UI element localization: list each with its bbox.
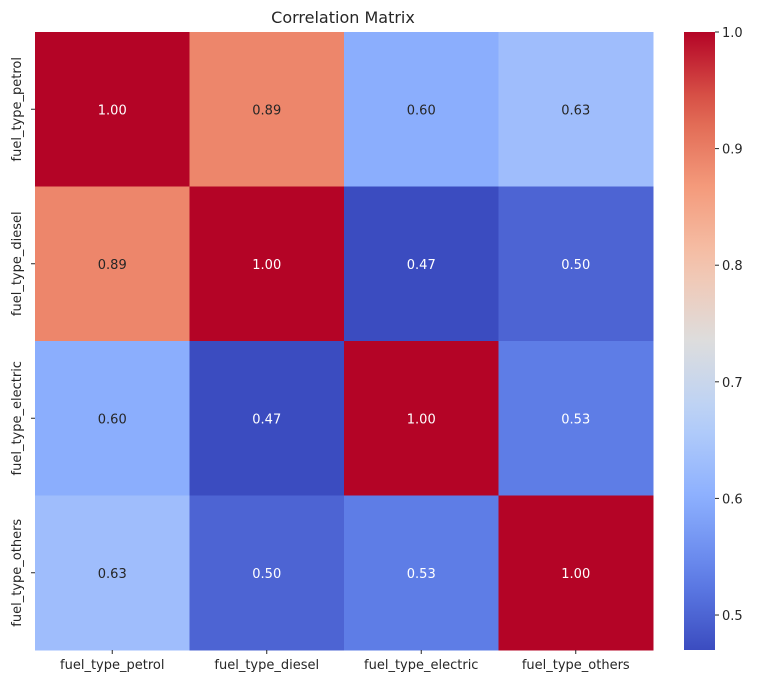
heatmap-cell [344,495,499,651]
heatmap-cell [35,495,190,651]
chart-title: Correlation Matrix [271,8,415,27]
heatmap-cells [35,32,654,651]
heatmap-cell [35,32,190,187]
cell-value-label: 1.00 [252,258,281,273]
heatmap-cell [344,186,499,342]
heatmap-cell [189,32,345,187]
cell-value-label: 0.50 [252,567,281,582]
y-tick-label: fuel_type_diesel [10,211,25,316]
cell-value-label: 0.60 [98,412,127,427]
heatmap-cell [35,186,190,342]
cell-value-label: 0.63 [98,567,127,582]
x-tick-label: fuel_type_petrol [60,658,164,673]
y-tick-label: fuel_type_petrol [10,57,25,161]
heatmap-cell [189,341,345,496]
colorbar-tick-label: 0.7 [722,376,743,391]
colorbar-tick-label: 0.6 [722,492,743,507]
colorbar-gradient [684,32,715,650]
heatmap-cell [498,495,654,651]
x-tick-label: fuel_type_diesel [214,658,319,673]
colorbar-tick-label: 0.5 [722,609,743,624]
colorbar-ticks: 0.5 0.6 0.7 0.8 0.9 1.0 [715,26,743,624]
colorbar-tick-label: 0.9 [722,143,743,158]
heatmap-cell [344,32,499,187]
cell-value-label: 1.00 [561,567,590,582]
y-tick-label: fuel_type_others [10,519,25,627]
cell-value-label: 1.00 [407,412,436,427]
x-tick-label: fuel_type_others [522,658,630,673]
heatmap-cell [35,341,190,496]
cell-value-label: 0.50 [561,258,590,273]
heatmap-cell [189,495,345,651]
y-axis: fuel_type_petrol fuel_type_diesel fuel_typ… [10,57,35,627]
cell-value-label: 0.47 [407,258,436,273]
x-axis: fuel_type_petrol fuel_type_diesel fuel_typ… [60,650,630,673]
heatmap-cell [344,341,499,496]
x-tick-label: fuel_type_electric [364,658,478,673]
heatmap-cell [498,341,654,496]
cell-value-label: 0.89 [252,103,281,118]
cell-value-label: 0.53 [561,412,590,427]
heatmap-cell [189,186,345,342]
y-tick-label: fuel_type_electric [10,361,25,475]
colorbar-tick-label: 0.8 [722,259,743,274]
cell-value-label: 1.00 [98,103,127,118]
cell-value-label: 0.60 [407,103,436,118]
colorbar [684,32,715,650]
cell-value-label: 0.53 [407,567,436,582]
cell-value-label: 0.89 [98,258,127,273]
heatmap-cell [498,186,654,342]
cell-value-label: 0.47 [252,412,281,427]
cell-value-label: 0.63 [561,103,590,118]
heatmap-annotations: 1.00 0.89 0.60 0.63 0.89 1.00 0.47 0.50 0.60 0.47… [98,103,590,582]
colorbar-tick-label: 1.0 [722,26,743,41]
heatmap-cell [498,32,654,187]
